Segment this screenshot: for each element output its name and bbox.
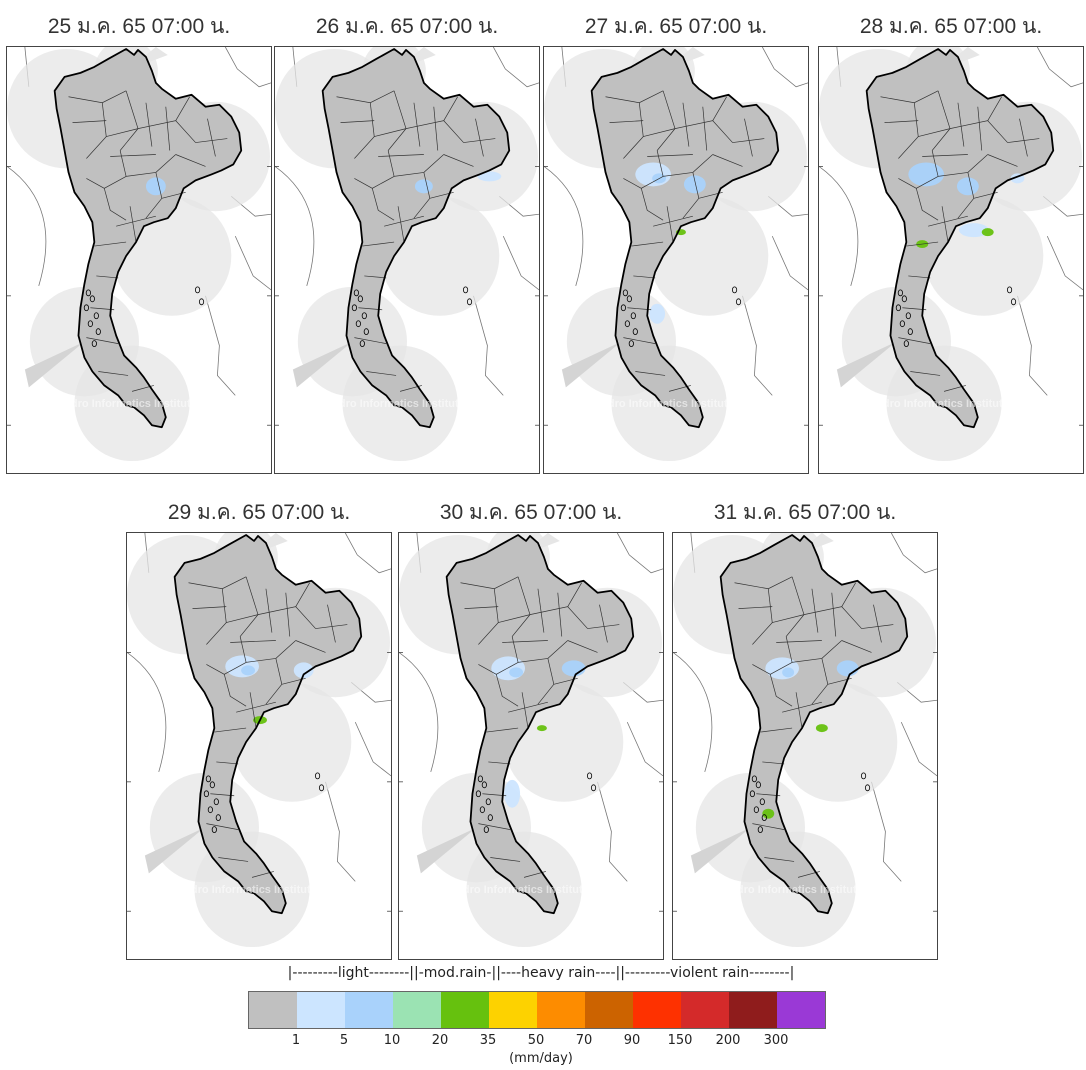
legend-swatch-10 (681, 992, 729, 1028)
legend-tick-label: 200 (715, 1033, 741, 1048)
legend-swatch-1 (249, 992, 297, 1028)
legend-swatch-12 (777, 992, 825, 1028)
legend-tick-label: 150 (667, 1033, 693, 1048)
map-artwork (819, 47, 1083, 462)
legend-tick-label: 50 (527, 1033, 545, 1048)
legend-tick-label: 20 (431, 1033, 449, 1048)
legend-swatch-4 (393, 992, 441, 1028)
legend-swatch-5 (441, 992, 489, 1028)
rainfall-map (126, 532, 392, 960)
rainfall-map (6, 46, 272, 474)
legend-swatch-11 (729, 992, 777, 1028)
panel-title: 31 ม.ค. 65 07:00 น. (713, 501, 897, 524)
panel-title: 29 ม.ค. 65 07:00 น. (167, 501, 351, 524)
panel-title: 30 ม.ค. 65 07:00 น. (439, 501, 623, 524)
legend-category-header: |---------light--------||-mod.rain-||---… (287, 965, 795, 981)
legend-tick-label: 1 (291, 1033, 301, 1048)
rainfall-legend: |---------light--------||-mod.rain-||---… (246, 965, 836, 1070)
legend-swatch-7 (537, 992, 585, 1028)
legend-swatch-8 (585, 992, 633, 1028)
legend-tick-label: 35 (479, 1033, 497, 1048)
map-artwork (544, 47, 808, 462)
legend-unit: (mm/day) (509, 1051, 573, 1066)
rainfall-map (274, 46, 540, 474)
legend-colorbar (248, 991, 826, 1029)
panel-title: 27 ม.ค. 65 07:00 น. (584, 15, 768, 38)
map-artwork (275, 47, 539, 462)
legend-swatch-6 (489, 992, 537, 1028)
panel-title: 28 ม.ค. 65 07:00 น. (859, 15, 1043, 38)
panel-title: 25 ม.ค. 65 07:00 น. (47, 15, 231, 38)
rainfall-map (672, 532, 938, 960)
panel-title: 26 ม.ค. 65 07:00 น. (315, 15, 499, 38)
map-artwork (399, 533, 663, 948)
legend-tick-label: 90 (623, 1033, 641, 1048)
legend-swatch-9 (633, 992, 681, 1028)
rainfall-map (543, 46, 809, 474)
rainfall-map (398, 532, 664, 960)
map-artwork (673, 533, 937, 948)
legend-tick-label: 300 (763, 1033, 789, 1048)
legend-tick-label: 70 (575, 1033, 593, 1048)
map-artwork (127, 533, 391, 948)
legend-tick-label: 5 (339, 1033, 349, 1048)
legend-swatch-3 (345, 992, 393, 1028)
map-artwork (7, 47, 271, 462)
rainfall-map (818, 46, 1084, 474)
legend-swatch-2 (297, 992, 345, 1028)
legend-tick-label: 10 (383, 1033, 401, 1048)
